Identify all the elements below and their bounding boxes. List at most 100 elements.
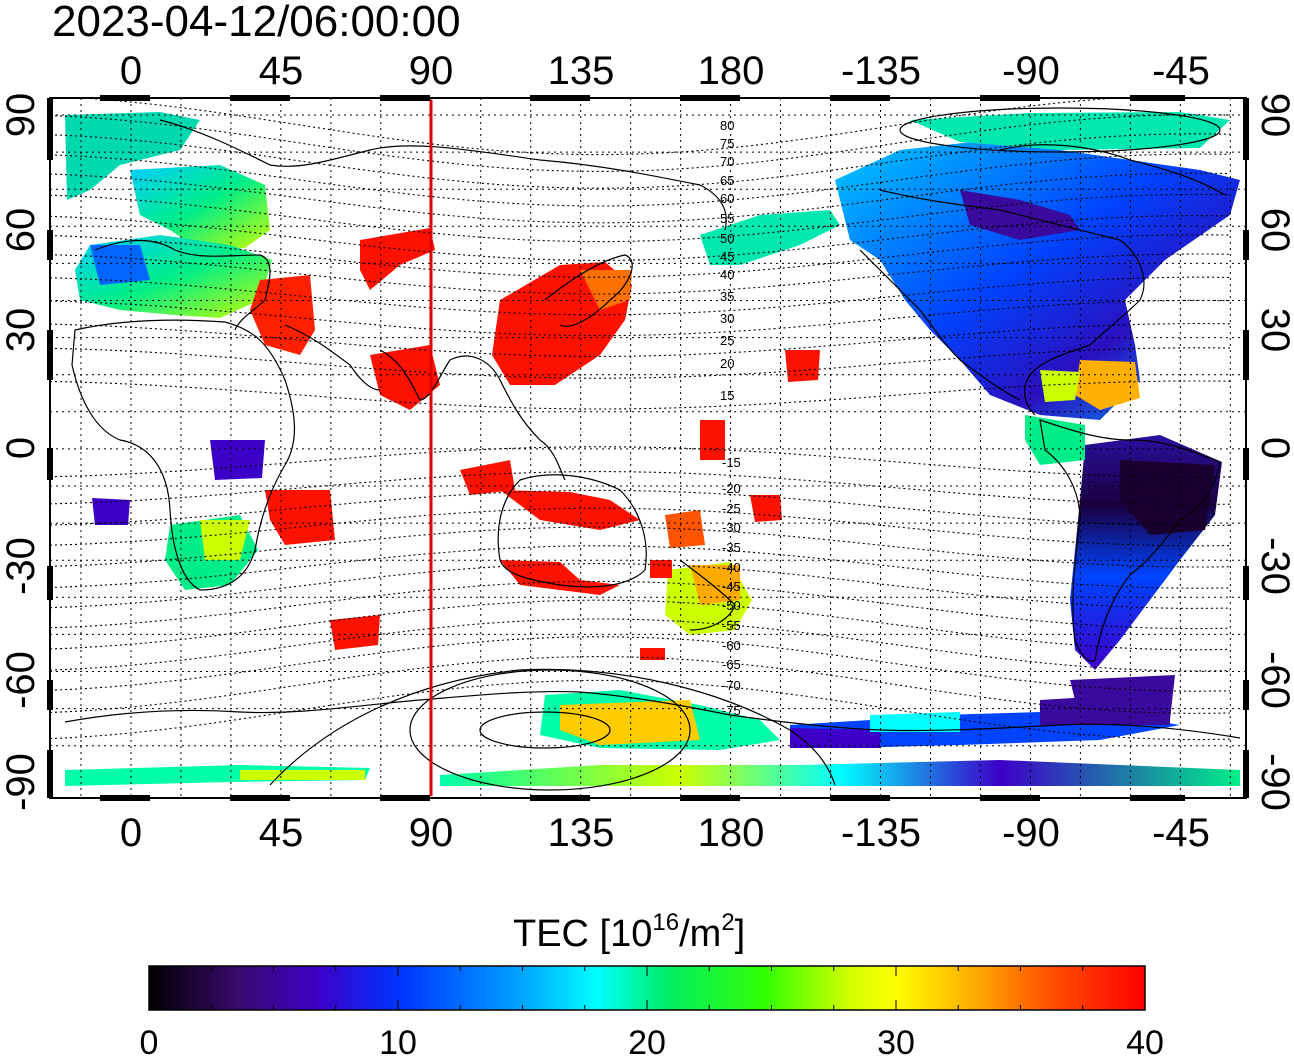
colorbar-tick-label: 10: [379, 1024, 417, 1057]
contour-label: 70: [720, 154, 734, 169]
lat-tick-label-left: 30: [0, 308, 43, 353]
lat-tick-label-right: 0: [1253, 437, 1294, 459]
colorbar-tick-label: 20: [628, 1024, 666, 1057]
axis-tick-bar: [1243, 680, 1249, 710]
contour-line: [50, 323, 1231, 357]
lat-tick-label-left: -60: [0, 651, 43, 709]
auroral-oval-south: [269, 668, 836, 791]
axis-tick-bar: [680, 795, 740, 801]
map-lines: [50, 98, 1246, 798]
contour-label: -55: [722, 618, 741, 633]
axis-tick-bar: [47, 566, 53, 600]
contour-label: 15: [720, 388, 734, 403]
contour-line: [72, 98, 1126, 156]
axis-tick-bar: [1243, 566, 1249, 600]
lon-tick-label-bottom: 45: [259, 811, 304, 855]
contour-labels: 80 75 70 65 60 55 50 45 40 35 30 25 20 15 -15 -20 -25 -30…: [720, 118, 741, 718]
contour-line: [50, 347, 1231, 379]
axis-tick-bar: [1243, 230, 1249, 260]
auroral-oval-north: [899, 107, 1221, 153]
contour-label: 35: [720, 289, 734, 304]
colorbar: TEC [1016/m2] 0 10 20 30 40: [140, 909, 1164, 1057]
axis-tick-bar: [1243, 448, 1249, 480]
contour-label: -65: [722, 657, 741, 672]
axis-tick-bar: [230, 95, 290, 101]
axis-tick-bar: [230, 795, 290, 801]
contour-line: [50, 545, 1231, 589]
colorbar-ticks: 0 10 20 30 40: [140, 966, 1164, 1057]
axis-tick-bar: [1130, 95, 1185, 101]
contour-line: [50, 526, 1231, 568]
contour-label: -75: [722, 703, 741, 718]
axis-tick-bar: [1243, 98, 1249, 160]
tec-east-asia: [265, 228, 640, 595]
lon-tick-label-bottom: 135: [548, 811, 615, 855]
contour-label: 45: [720, 249, 734, 264]
axis-tick-bar: [830, 795, 890, 801]
lat-tick-label-right: -60: [1253, 651, 1294, 709]
contour-label: 40: [720, 267, 734, 282]
contour-line: [50, 276, 1231, 316]
lon-tick-label-bottom: 0: [120, 811, 142, 855]
lon-tick-label-top: -45: [1152, 49, 1210, 93]
axis-tick-bar: [680, 95, 740, 101]
lon-tick-label-top: 90: [409, 49, 454, 93]
contour-line: [50, 299, 1231, 337]
axis-tick-bar: [1243, 330, 1249, 380]
contour-label: -40: [722, 560, 741, 575]
axis-tick-bar: [47, 750, 53, 798]
contour-label: 80: [720, 118, 734, 133]
axis-tick-bar: [530, 95, 590, 101]
contour-label: 30: [720, 311, 734, 326]
contour-label: 25: [720, 333, 734, 348]
lat-tick-label-right: -90: [1253, 753, 1294, 811]
contour-label: -50: [722, 598, 741, 613]
contour-label: -30: [722, 520, 741, 535]
axis-tick-bar: [100, 95, 150, 101]
contour-label: 20: [720, 356, 734, 371]
axis-tick-bar: [100, 795, 150, 801]
contour-line: [50, 507, 1231, 547]
contour-line: [50, 380, 1231, 410]
axis-tick-bar: [47, 680, 53, 710]
colorbar-tick-label: 40: [1126, 1024, 1164, 1057]
axis-tick-bar: [47, 448, 53, 480]
lat-tick-label-left: -30: [0, 537, 43, 595]
lon-tick-label-bottom: -45: [1152, 811, 1210, 855]
contour-label: -70: [722, 678, 741, 693]
colorbar-title: TEC [1016/m2]: [513, 909, 745, 955]
lon-tick-label-bottom: -90: [1002, 811, 1060, 855]
contour-label: 60: [720, 191, 734, 206]
timestamp-title: 2023-04-12/06:00:00: [52, 0, 461, 46]
map-axes: 0045459090135135180180-135-135-90-90-45-…: [0, 49, 1294, 855]
lon-tick-label-top: 180: [698, 49, 765, 93]
tec-antarctica: [65, 690, 1240, 786]
lat-tick-label-right: 60: [1253, 208, 1294, 253]
lon-tick-label-top: 135: [548, 49, 615, 93]
contour-label: 55: [720, 211, 734, 226]
contour-label: 75: [720, 136, 734, 151]
lon-tick-label-top: 45: [259, 49, 304, 93]
lat-tick-label-left: 60: [0, 208, 43, 253]
contour-line: [50, 679, 1231, 741]
contour-label: -35: [722, 540, 741, 555]
contour-line: [50, 446, 1231, 478]
tec-data-layer: [65, 112, 1240, 786]
axis-tick-bar: [1130, 795, 1185, 801]
axis-tick-bar: [980, 95, 1040, 101]
lon-tick-label-top: -135: [841, 49, 921, 93]
contour-label: -25: [722, 501, 741, 516]
colorbar-tick-label: 30: [877, 1024, 915, 1057]
colorbar-tick-label: 0: [140, 1024, 159, 1057]
contour-label: -60: [722, 638, 741, 653]
lat-tick-label-left: 0: [0, 437, 43, 459]
lon-tick-label-bottom: 90: [409, 811, 454, 855]
contour-line: [50, 234, 1231, 278]
axis-tick-bar: [1243, 750, 1249, 798]
contour-line: [50, 253, 1231, 295]
contour-label: 65: [720, 173, 734, 188]
lat-tick-label-left: 90: [0, 93, 43, 138]
axis-tick-bar: [47, 98, 53, 160]
lat-tick-label-left: -90: [0, 753, 43, 811]
axis-tick-bar: [530, 795, 590, 801]
